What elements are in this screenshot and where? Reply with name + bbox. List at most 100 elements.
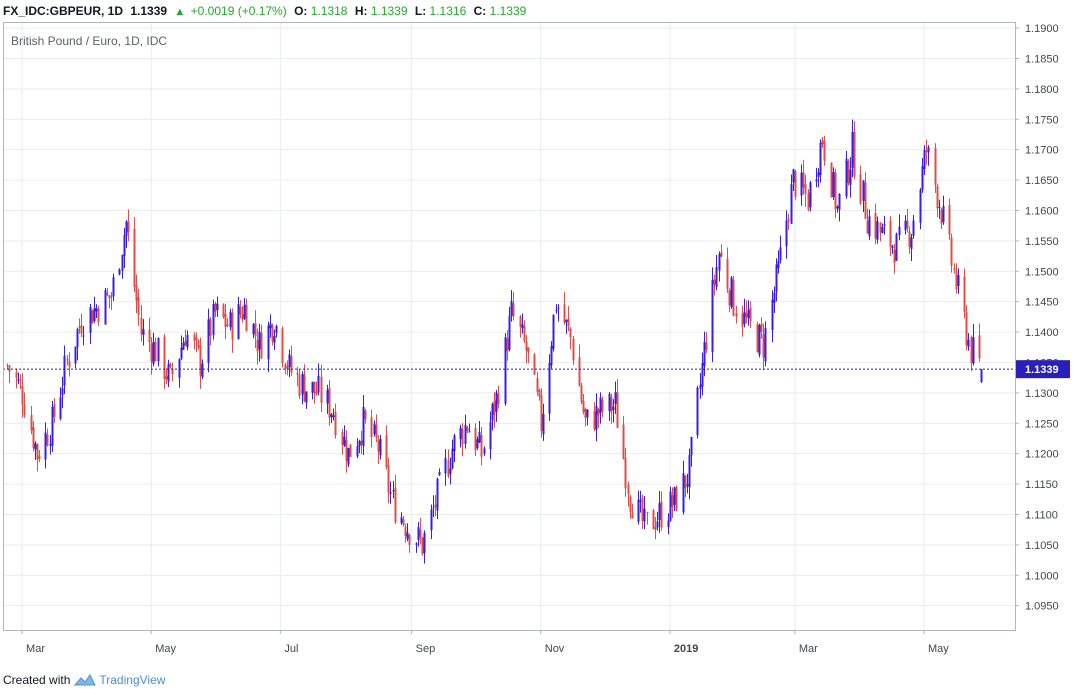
price-tick-label: 1.1100 [1025, 509, 1058, 521]
tradingview-link[interactable]: TradingView [74, 671, 165, 689]
candle-body [360, 440, 363, 445]
candle-body [569, 328, 572, 338]
candle-body [106, 293, 109, 295]
candle-body [794, 171, 797, 197]
candle-body [491, 403, 494, 421]
candle-body [584, 408, 587, 419]
candle-body [859, 174, 862, 204]
candle-body [785, 220, 788, 247]
candle-body [506, 338, 509, 352]
time-axis[interactable]: Mar May Jul Sep Nov 2019 Mar May [21, 630, 949, 655]
candle-body [95, 307, 98, 312]
candle-body [847, 160, 850, 184]
candle-body [417, 527, 420, 541]
candle-body [6, 365, 9, 367]
candle-body [720, 252, 723, 257]
candle-body [912, 220, 915, 236]
price-chart[interactable]: British Pound / Euro, 1D, IDC 1.0950 1.10… [3, 22, 1072, 662]
candle-body [269, 323, 272, 329]
candle-body [214, 303, 217, 312]
candle-body [476, 439, 479, 448]
candle-body [654, 526, 657, 530]
candle-body [80, 325, 83, 334]
candle-body [110, 296, 113, 298]
candle-body [972, 337, 975, 364]
candle-body [807, 192, 810, 210]
candle-body [142, 329, 145, 336]
candle-body [408, 534, 411, 545]
candle-body [356, 446, 359, 457]
candle-body [673, 487, 676, 505]
candle-body [38, 456, 41, 459]
candle-body [906, 220, 909, 229]
candle-body [792, 169, 795, 183]
candle-body [464, 424, 467, 444]
candle-body [743, 311, 746, 325]
candle-body [370, 417, 373, 437]
close-label: C: [473, 4, 487, 18]
price-tick-label: 1.1500 [1025, 266, 1059, 278]
candle-body [853, 132, 856, 177]
chart-title: British Pound / Euro, 1D, IDC [11, 34, 167, 48]
candle-body [459, 427, 462, 440]
candle-body [864, 182, 867, 219]
candle-body [497, 393, 500, 405]
candle-body [688, 455, 691, 488]
candle-body [182, 342, 185, 350]
candle-body [121, 254, 124, 271]
candle-body [809, 182, 812, 208]
candle-body [910, 237, 913, 249]
chart-area[interactable]: British Pound / Euro, 1D, IDC 1.0950 1.10… [3, 22, 1072, 662]
candle-body [578, 357, 581, 387]
candle-body [82, 335, 85, 337]
candle-body [921, 166, 924, 190]
candle-body [451, 448, 454, 469]
candle-body [91, 310, 94, 324]
candle-body [237, 304, 240, 339]
time-tick-label: Sep [416, 643, 436, 655]
candle-body [775, 264, 778, 292]
candle-body [23, 405, 26, 416]
candle-body [184, 340, 187, 346]
candle-body [226, 324, 229, 327]
candle-body [652, 510, 655, 529]
time-tick-label: Jul [284, 643, 298, 655]
candle-body [690, 436, 693, 456]
candle-body [749, 307, 752, 322]
price-tick-label: 1.1000 [1025, 570, 1059, 582]
candle-body [627, 484, 630, 495]
candle-body [950, 237, 953, 266]
candle-body [523, 326, 526, 341]
candle-body [157, 337, 160, 362]
candle-body [330, 414, 333, 417]
candle-body [703, 341, 706, 366]
candle-body [817, 172, 820, 177]
candle-body [288, 354, 291, 368]
candle-body [696, 387, 699, 436]
candle-body [349, 444, 352, 457]
time-tick-label: May [155, 643, 176, 655]
candle-body [148, 329, 151, 343]
candle-body [296, 372, 299, 375]
candle-body [646, 512, 649, 514]
candle-body [326, 389, 329, 404]
candle-body [671, 495, 674, 508]
candle-body [281, 328, 284, 363]
candle-body [572, 338, 575, 361]
candle-body [165, 376, 168, 380]
last-price-tag-box [1016, 360, 1070, 379]
candle-body [112, 277, 115, 297]
candle-body [800, 172, 803, 196]
candle-body [36, 444, 39, 460]
candle-body [430, 509, 433, 531]
price-tick-label: 1.0950 [1025, 601, 1059, 613]
candle-body [207, 319, 210, 363]
candle-body [508, 316, 511, 350]
candle-body [241, 314, 244, 320]
candle-body [167, 364, 170, 382]
candle-body [898, 226, 901, 236]
grid-lines [3, 22, 1015, 630]
candle-body [923, 149, 926, 169]
price-axis[interactable]: 1.0950 1.1000 1.1050 1.1100 1.1150 1.1200 1.12… [1015, 23, 1059, 613]
candle-body [612, 406, 615, 410]
